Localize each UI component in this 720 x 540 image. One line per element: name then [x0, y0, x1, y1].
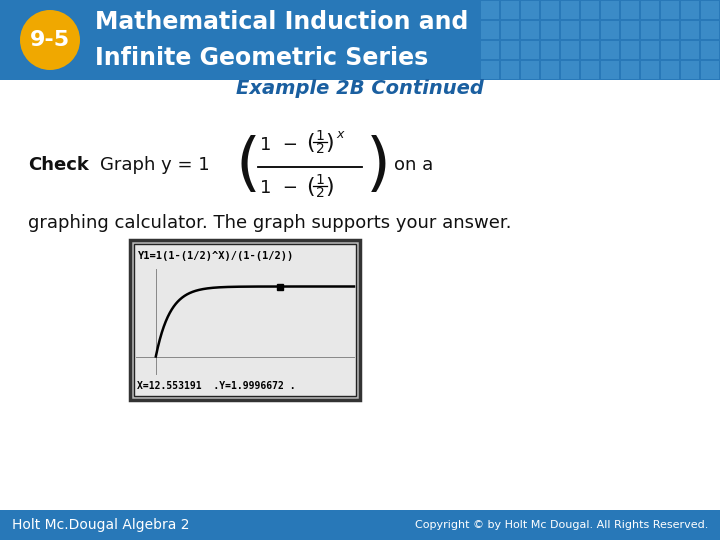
Text: (: ( [306, 133, 315, 153]
Bar [621, 41, 639, 59]
Bar [501, 1, 519, 19]
Bar [621, 1, 639, 19]
Bar [541, 61, 559, 79]
Bar [481, 61, 499, 79]
Bar [621, 61, 639, 79]
Bar [681, 21, 699, 39]
Bar [661, 1, 679, 19]
Text: (: ( [306, 177, 315, 197]
Bar [601, 61, 619, 79]
Bar [0, 0, 720, 80]
Bar [661, 21, 679, 39]
Bar [701, 41, 719, 59]
Bar [661, 61, 679, 79]
Bar [541, 1, 559, 19]
Bar [641, 21, 659, 39]
Bar [641, 61, 659, 79]
Bar [701, 21, 719, 39]
Bar [561, 61, 579, 79]
Text: Infinite Geometric Series: Infinite Geometric Series [95, 46, 428, 70]
Bar [641, 1, 659, 19]
Bar [581, 61, 599, 79]
Text: 1  −: 1 − [260, 136, 298, 154]
Text: 2: 2 [315, 142, 325, 156]
Text: Graph y = 1: Graph y = 1 [100, 156, 210, 174]
Bar [0, 510, 720, 540]
Bar [501, 21, 519, 39]
Bar [561, 1, 579, 19]
Text: 9-5: 9-5 [30, 30, 70, 50]
Text: 1: 1 [315, 173, 325, 187]
Bar [134, 244, 356, 396]
Bar [581, 1, 599, 19]
Bar [681, 41, 699, 59]
Text: ): ) [366, 136, 390, 198]
Bar [481, 1, 499, 19]
Text: Copyright © by Holt Mc Dougal. All Rights Reserved.: Copyright © by Holt Mc Dougal. All Right… [415, 520, 708, 530]
Text: X=12.553191  .Y=1.9996672 .: X=12.553191 .Y=1.9996672 . [137, 381, 296, 391]
Text: x: x [336, 129, 343, 141]
Bar [521, 1, 539, 19]
Text: ): ) [325, 177, 334, 197]
Bar [601, 41, 619, 59]
Bar [481, 21, 499, 39]
Circle shape [20, 10, 80, 70]
Bar [621, 21, 639, 39]
Bar [521, 41, 539, 59]
Bar [641, 41, 659, 59]
Text: Check: Check [28, 156, 89, 174]
Bar [581, 41, 599, 59]
Bar [561, 21, 579, 39]
Bar [661, 41, 679, 59]
Bar [601, 1, 619, 19]
Bar [541, 21, 559, 39]
Bar [561, 41, 579, 59]
Bar [701, 1, 719, 19]
Bar [681, 61, 699, 79]
Bar [541, 41, 559, 59]
Bar [130, 240, 360, 400]
Text: on a: on a [394, 156, 433, 174]
Text: (: ( [235, 136, 261, 198]
Text: Y1=1(1-(1/2)^X)/(1-(1/2)): Y1=1(1-(1/2)^X)/(1-(1/2)) [138, 251, 294, 261]
Bar [681, 1, 699, 19]
Bar [601, 21, 619, 39]
Text: 2: 2 [315, 186, 325, 200]
Bar [521, 61, 539, 79]
Text: ): ) [325, 133, 334, 153]
Bar [481, 41, 499, 59]
Text: Mathematical Induction and: Mathematical Induction and [95, 10, 469, 34]
Bar [501, 61, 519, 79]
Bar [501, 41, 519, 59]
Bar [701, 61, 719, 79]
Text: 1: 1 [315, 129, 325, 143]
Text: 1  −: 1 − [260, 179, 298, 197]
Text: Holt Mc.Dougal Algebra 2: Holt Mc.Dougal Algebra 2 [12, 518, 189, 532]
Text: graphing calculator. The graph supports your answer.: graphing calculator. The graph supports … [28, 214, 511, 232]
Bar [581, 21, 599, 39]
Bar [521, 21, 539, 39]
Text: Example 2B Continued: Example 2B Continued [236, 78, 484, 98]
